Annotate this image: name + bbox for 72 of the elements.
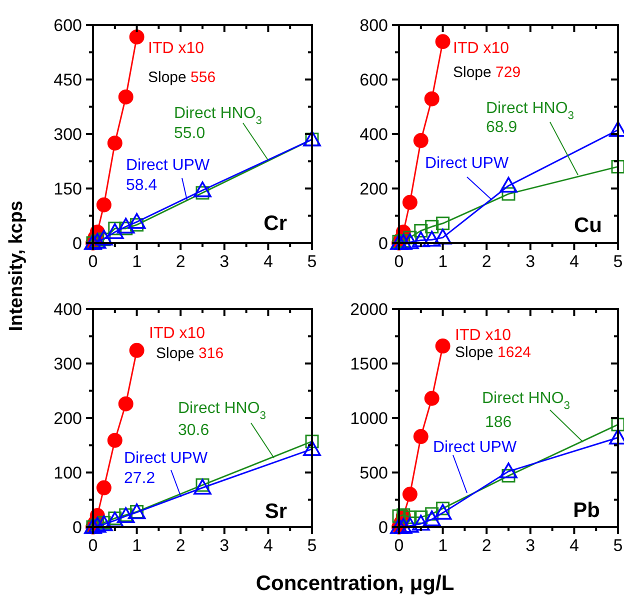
- x-tick-label: 0: [88, 252, 98, 271]
- annotation: 30.6: [178, 422, 210, 439]
- annotation: Slope 556: [148, 69, 216, 86]
- x-tick-label: 3: [526, 252, 536, 271]
- annotation: Slope 1624: [455, 344, 531, 361]
- x-tick-label: 5: [613, 252, 623, 271]
- text: Direct HNO$_{3}$: [174, 105, 262, 127]
- y-tick-label: 0: [72, 234, 82, 253]
- y-tick-label: 600: [54, 16, 82, 35]
- y-tick-label: 600: [360, 70, 388, 90]
- x-tick-label: 5: [613, 536, 623, 555]
- x-tick-label: 3: [220, 536, 230, 555]
- y-tick-label: 1500: [350, 354, 388, 374]
- annotation: Slope 316: [156, 345, 224, 362]
- text: Direct HNO$_{3}$: [178, 400, 266, 422]
- y-tick-label: 200: [360, 179, 388, 198]
- y-tick-label: 0: [378, 518, 388, 537]
- y-axis-title: Intensity, kcps: [6, 200, 27, 332]
- series-label: Direct UPW: [124, 450, 208, 467]
- annotation: 186: [485, 414, 512, 431]
- x-tick-label: 5: [307, 252, 317, 271]
- x-tick-label: 0: [394, 536, 404, 555]
- x-tick-label: 1: [132, 536, 142, 555]
- series-label: ITD x10: [453, 40, 510, 57]
- y-tick-label: 150: [54, 179, 82, 198]
- y-tick-label: 400: [360, 124, 388, 144]
- x-tick-label: 2: [176, 536, 186, 555]
- annotation: 27.2: [124, 470, 156, 487]
- annotation: Sr: [264, 500, 287, 523]
- x-tick-label: 2: [482, 536, 492, 555]
- x-tick-label: 2: [482, 252, 492, 271]
- x-tick-label: 4: [569, 536, 579, 555]
- x-tick-label: 1: [438, 536, 448, 555]
- x-tick-label: 0: [88, 536, 98, 555]
- y-tick-label: 300: [54, 124, 82, 144]
- y-tick-label: 200: [54, 408, 82, 428]
- series-label: ITD x10: [149, 325, 206, 342]
- x-axis-title: Concentration, μg/L: [256, 572, 454, 595]
- series-label: Direct UPW: [425, 155, 510, 172]
- annotation: Pb: [573, 499, 600, 522]
- x-tick-label: 3: [526, 536, 536, 555]
- annotation: 68.9: [486, 119, 518, 136]
- x-tick-label: 2: [176, 252, 186, 271]
- series-label: ITD x10: [455, 327, 512, 344]
- x-tick-label: 1: [132, 252, 142, 271]
- annotation: Cu: [574, 214, 602, 237]
- y-tick-label: 400: [54, 300, 82, 319]
- y-tick-label: 0: [378, 234, 388, 253]
- text: Direct HNO$_{3}$: [486, 100, 574, 122]
- x-tick-label: 4: [263, 536, 273, 555]
- x-tick-label: 0: [394, 252, 404, 271]
- y-tick-label: 800: [360, 16, 388, 35]
- y-tick-label: 1000: [350, 408, 388, 428]
- series-label: ITD x10: [148, 40, 204, 57]
- series-label: Direct HNO$_{3}$: [482, 390, 570, 412]
- annotation: Slope 729: [453, 64, 521, 81]
- y-tick-label: 100: [54, 463, 82, 482]
- series-label: Direct UPW: [433, 439, 518, 456]
- y-tick-label: 300: [54, 354, 82, 374]
- y-tick-label: 500: [360, 463, 388, 482]
- x-tick-label: 3: [220, 252, 230, 271]
- annotation: 55.0: [174, 125, 206, 142]
- y-tick-label: 450: [54, 70, 82, 90]
- y-tick-label: 0: [72, 518, 82, 537]
- y-tick-label: 2000: [350, 300, 388, 319]
- x-tick-label: 1: [438, 252, 448, 271]
- annotation: Cr: [264, 212, 287, 235]
- annotation: 58.4: [126, 177, 158, 194]
- x-tick-label: 4: [569, 252, 579, 271]
- x-tick-label: 5: [307, 536, 317, 555]
- series-label: Direct UPW: [126, 157, 210, 174]
- x-tick-label: 4: [263, 252, 273, 271]
